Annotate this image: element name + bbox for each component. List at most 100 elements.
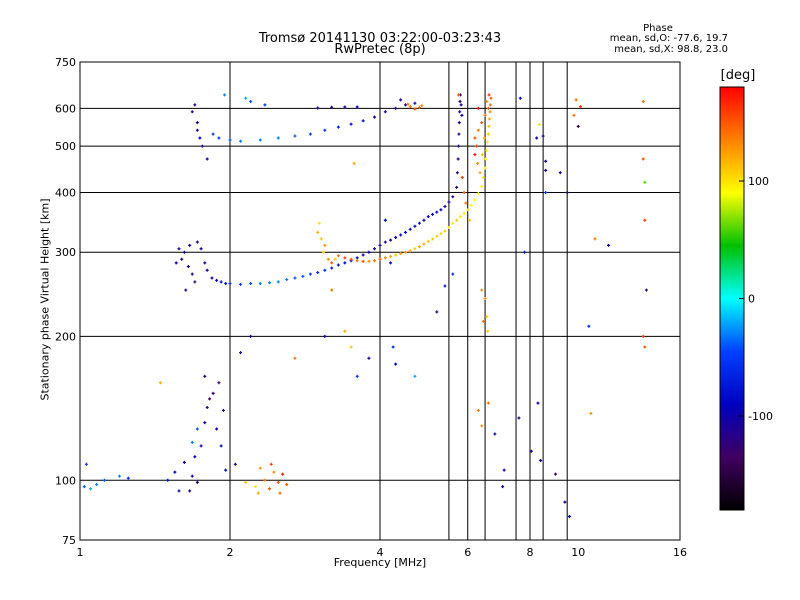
- data-point: [205, 157, 209, 161]
- data-point: [373, 115, 377, 119]
- data-point: [486, 106, 490, 110]
- data-point: [458, 215, 462, 219]
- data-point: [233, 462, 237, 466]
- data-point: [643, 218, 647, 222]
- data-point: [485, 100, 489, 104]
- data-point: [336, 254, 340, 258]
- data-point: [211, 132, 215, 136]
- data-point: [535, 136, 539, 140]
- data-point: [460, 175, 464, 179]
- data-point: [239, 351, 243, 355]
- data-point: [476, 408, 480, 412]
- data-point: [462, 190, 466, 194]
- data-point: [221, 408, 225, 412]
- data-point: [455, 218, 459, 222]
- data-point: [276, 280, 280, 284]
- data-point: [349, 345, 353, 349]
- data-point: [173, 470, 177, 474]
- data-point: [447, 200, 451, 204]
- data-point: [323, 334, 327, 338]
- data-point: [349, 257, 353, 261]
- data-point: [267, 281, 271, 285]
- data-point: [219, 444, 223, 448]
- data-point: [190, 110, 194, 114]
- data-point: [195, 128, 199, 132]
- data-point: [451, 195, 455, 199]
- data-point: [203, 374, 207, 378]
- y-tick-label: 500: [55, 140, 76, 153]
- data-point: [435, 210, 439, 214]
- data-point: [389, 254, 393, 258]
- data-point: [431, 237, 435, 241]
- data-point: [89, 487, 93, 491]
- data-point: [518, 96, 522, 100]
- data-point: [158, 381, 162, 385]
- data-point: [485, 315, 489, 319]
- data-point: [184, 288, 188, 292]
- data-point: [195, 240, 199, 244]
- data-point: [343, 261, 347, 265]
- data-point: [276, 136, 280, 140]
- data-point: [343, 105, 347, 109]
- data-point: [258, 282, 262, 286]
- data-point: [431, 212, 435, 216]
- data-point: [593, 237, 597, 241]
- data-point: [389, 261, 393, 265]
- data-point: [455, 171, 459, 175]
- data-point: [263, 103, 267, 107]
- data-point: [523, 250, 527, 254]
- data-point: [211, 391, 215, 395]
- data-point: [476, 106, 480, 110]
- data-point: [208, 397, 212, 401]
- data-point: [383, 256, 387, 260]
- data-point: [323, 268, 327, 272]
- data-point: [460, 113, 464, 117]
- data-point: [413, 247, 417, 251]
- data-point: [553, 472, 557, 476]
- data-point: [355, 259, 359, 263]
- data-point: [180, 257, 184, 261]
- data-point: [188, 489, 192, 493]
- data-point: [317, 221, 321, 225]
- data-point: [493, 432, 497, 436]
- data-point: [203, 261, 207, 265]
- data-point: [239, 282, 243, 286]
- data-point: [403, 230, 407, 234]
- data-point: [457, 132, 461, 136]
- data-point: [481, 175, 485, 179]
- data-point: [117, 474, 121, 478]
- data-point: [641, 334, 645, 338]
- colorbar-tick-label: 0: [748, 293, 755, 306]
- data-point: [483, 113, 487, 117]
- data-point: [486, 401, 490, 405]
- data-point: [308, 132, 312, 136]
- data-point: [193, 280, 197, 284]
- data-point: [476, 161, 480, 165]
- data-point: [417, 221, 421, 225]
- grid-lines: [80, 62, 680, 540]
- data-point: [565, 190, 569, 194]
- data-point: [435, 234, 439, 238]
- data-point: [529, 449, 533, 453]
- data-point: [256, 491, 260, 495]
- data-point: [641, 157, 645, 161]
- data-point: [480, 153, 484, 157]
- data-point: [643, 345, 647, 349]
- data-point: [484, 157, 488, 161]
- data-point: [391, 345, 395, 349]
- data-point: [466, 208, 470, 212]
- data-point: [195, 121, 199, 125]
- data-point: [394, 362, 398, 366]
- data-point: [249, 282, 253, 286]
- data-point: [267, 487, 271, 491]
- data-point: [195, 427, 199, 431]
- data-point: [457, 93, 461, 97]
- y-tick-label: 600: [55, 102, 76, 115]
- data-point: [413, 224, 417, 228]
- chart-subtitle: RwPretec (8p): [334, 42, 426, 57]
- data-point: [361, 119, 365, 123]
- data-point: [439, 208, 443, 212]
- data-point: [464, 201, 468, 205]
- data-point: [321, 250, 325, 254]
